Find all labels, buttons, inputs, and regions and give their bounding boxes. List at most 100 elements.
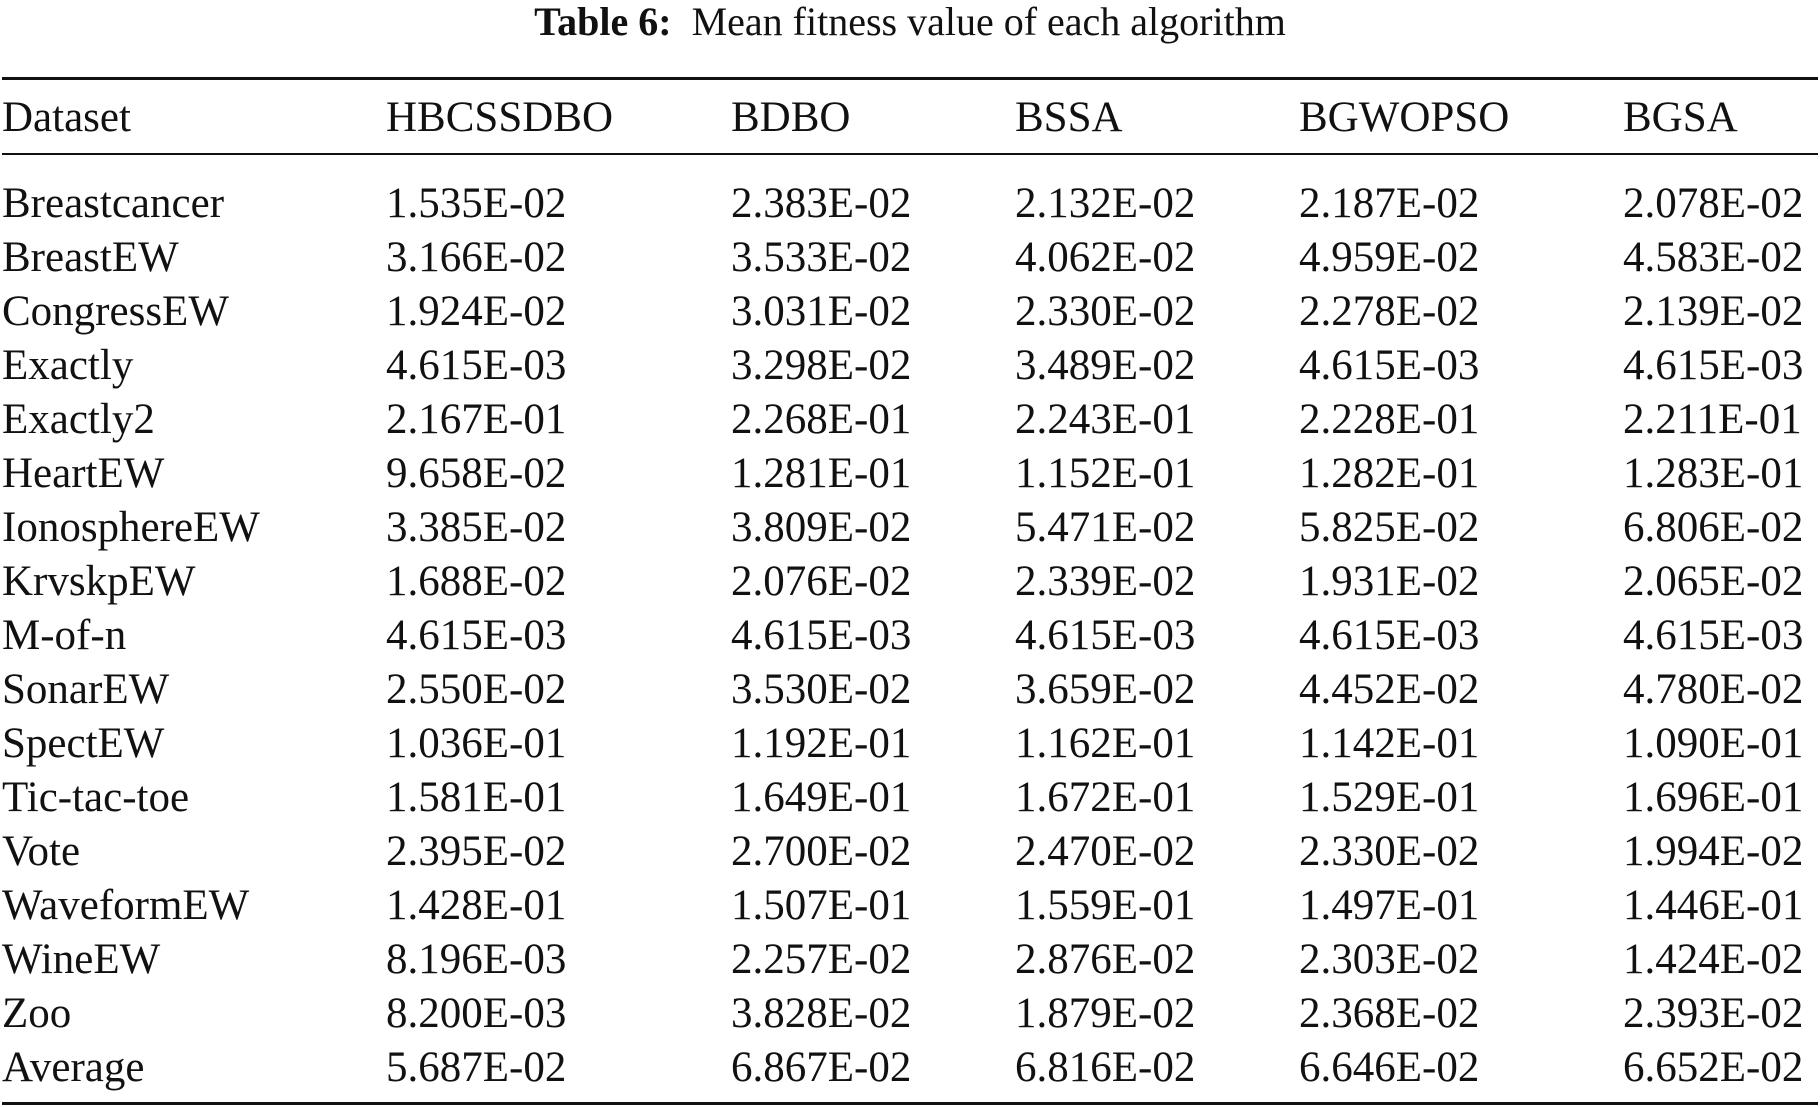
fitness-value-cell: 1.581E-01: [386, 773, 567, 821]
dataset-cell: Tic-tac-toe: [2, 773, 190, 821]
fitness-value-cell: 2.228E-01: [1299, 395, 1480, 443]
fitness-value-cell: 1.446E-01: [1623, 881, 1804, 929]
fitness-value-cell: 3.031E-02: [731, 287, 912, 335]
fitness-value-cell: 1.559E-01: [1015, 881, 1196, 929]
column-header: BGWOPSO: [1299, 93, 1510, 141]
fitness-value-cell: 2.700E-02: [731, 827, 912, 875]
fitness-value-cell: 2.330E-02: [1015, 287, 1196, 335]
dataset-cell: HeartEW: [2, 449, 165, 497]
fitness-value-cell: 4.959E-02: [1299, 233, 1480, 281]
fitness-value-cell: 6.646E-02: [1299, 1043, 1480, 1091]
fitness-value-cell: 1.688E-02: [386, 557, 567, 605]
table-caption-label: Table 6:: [534, 0, 672, 44]
fitness-value-cell: 1.931E-02: [1299, 557, 1480, 605]
fitness-value-cell: 2.550E-02: [386, 665, 567, 713]
fitness-value-cell: 4.615E-03: [731, 611, 912, 659]
table-row: M-of-n 4.615E-03 4.615E-03 4.615E-03 4.615E-…: [2, 608, 1818, 662]
fitness-value-cell: 3.298E-02: [731, 341, 912, 389]
fitness-value-cell: 2.167E-01: [386, 395, 567, 443]
fitness-value-cell: 4.615E-03: [1015, 611, 1196, 659]
column-header: BDBO: [731, 93, 851, 141]
table-row: Tic-tac-toe 1.581E-01 1.649E-01 1.672E-01 1.…: [2, 770, 1818, 824]
table-row: WineEW 8.196E-03 2.257E-02 2.876E-02 2.303E-…: [2, 932, 1818, 986]
fitness-value-cell: 1.424E-02: [1623, 935, 1804, 983]
dataset-cell: CongressEW: [2, 287, 229, 335]
fitness-value-cell: 3.809E-02: [731, 503, 912, 551]
fitness-value-cell: 1.142E-01: [1299, 719, 1480, 767]
fitness-value-cell: 1.924E-02: [386, 287, 567, 335]
fitness-value-cell: 6.652E-02: [1623, 1043, 1804, 1091]
fitness-value-cell: 4.615E-03: [386, 341, 567, 389]
fitness-value-cell: 6.806E-02: [1623, 503, 1804, 551]
fitness-value-cell: 2.383E-02: [731, 179, 912, 227]
fitness-value-cell: 1.192E-01: [731, 719, 912, 767]
fitness-value-cell: 2.393E-02: [1623, 989, 1804, 1037]
fitness-value-cell: 4.615E-03: [1623, 341, 1804, 389]
dataset-cell: Breastcancer: [2, 179, 225, 227]
fitness-value-cell: 2.211E-01: [1623, 395, 1802, 443]
table-row: KrvskpEW 1.688E-02 2.076E-02 2.339E-02 1.931…: [2, 554, 1818, 608]
dataset-cell: Exactly2: [2, 395, 155, 443]
fitness-value-cell: 1.281E-01: [731, 449, 912, 497]
dataset-cell: M-of-n: [2, 611, 127, 659]
dataset-cell: Average: [2, 1043, 145, 1091]
column-header: HBCSSDBO: [386, 93, 614, 141]
fitness-value-cell: 1.036E-01: [386, 719, 567, 767]
fitness-value-cell: 2.268E-01: [731, 395, 912, 443]
table-caption-text: Mean fitness value of each algorithm: [691, 0, 1286, 44]
dataset-cell: Exactly: [2, 341, 134, 389]
column-header: Dataset: [2, 93, 131, 141]
fitness-value-cell: 5.825E-02: [1299, 503, 1480, 551]
fitness-value-cell: 4.062E-02: [1015, 233, 1196, 281]
fitness-value-cell: 6.816E-02: [1015, 1043, 1196, 1091]
fitness-value-cell: 2.368E-02: [1299, 989, 1480, 1037]
fitness-value-cell: 2.303E-02: [1299, 935, 1480, 983]
fitness-value-cell: 8.196E-03: [386, 935, 567, 983]
fitness-value-cell: 2.278E-02: [1299, 287, 1480, 335]
fitness-value-cell: 3.533E-02: [731, 233, 912, 281]
fitness-value-cell: 5.471E-02: [1015, 503, 1196, 551]
dataset-cell: Vote: [2, 827, 81, 875]
column-header: BSSA: [1015, 93, 1123, 141]
fitness-value-cell: 2.078E-02: [1623, 179, 1804, 227]
fitness-value-cell: 3.659E-02: [1015, 665, 1196, 713]
fitness-value-cell: 1.535E-02: [386, 179, 567, 227]
fitness-value-cell: 2.132E-02: [1015, 179, 1196, 227]
fitness-value-cell: 5.687E-02: [386, 1043, 567, 1091]
fitness-value-cell: 1.162E-01: [1015, 719, 1196, 767]
fitness-value-cell: 8.200E-03: [386, 989, 567, 1037]
fitness-value-cell: 2.876E-02: [1015, 935, 1196, 983]
fitness-value-cell: 1.994E-02: [1623, 827, 1804, 875]
table-row: IonosphereEW 3.385E-02 3.809E-02 5.471E-02 5…: [2, 500, 1818, 554]
dataset-cell: KrvskpEW: [2, 557, 196, 605]
fitness-value-cell: 1.696E-01: [1623, 773, 1804, 821]
fitness-value-cell: 2.187E-02: [1299, 179, 1480, 227]
fitness-value-cell: 1.428E-01: [386, 881, 567, 929]
fitness-value-cell: 4.615E-03: [1299, 611, 1480, 659]
results-table: Dataset HBCSSDBO BDBO BSSA BGWOPSO BGSA …: [2, 80, 1818, 1094]
table-row: HeartEW 9.658E-02 1.281E-01 1.152E-01 1.282E…: [2, 446, 1818, 500]
dataset-cell: SonarEW: [2, 665, 170, 713]
dataset-cell: BreastEW: [2, 233, 179, 281]
table-row: WaveformEW 1.428E-01 1.507E-01 1.559E-01 1.4…: [2, 878, 1818, 932]
dataset-cell: WaveformEW: [2, 881, 250, 929]
fitness-value-cell: 6.867E-02: [731, 1043, 912, 1091]
table-row: Vote 2.395E-02 2.700E-02 2.470E-02 2.330E-02…: [2, 824, 1818, 878]
table-row: Exactly2 2.167E-01 2.268E-01 2.243E-01 2.228…: [2, 392, 1818, 446]
dataset-cell: SpectEW: [2, 719, 165, 767]
fitness-value-cell: 1.152E-01: [1015, 449, 1196, 497]
fitness-value-cell: 2.065E-02: [1623, 557, 1804, 605]
fitness-value-cell: 2.339E-02: [1015, 557, 1196, 605]
table-row: Average 5.687E-02 6.867E-02 6.816E-02 6.646E…: [2, 1040, 1818, 1094]
dataset-cell: WineEW: [2, 935, 161, 983]
fitness-value-cell: 1.283E-01: [1623, 449, 1804, 497]
fitness-value-cell: 1.879E-02: [1015, 989, 1196, 1037]
fitness-value-cell: 2.395E-02: [386, 827, 567, 875]
dataset-cell: Zoo: [2, 989, 72, 1037]
table-row: Exactly 4.615E-03 3.298E-02 3.489E-02 4.615E…: [2, 338, 1818, 392]
fitness-value-cell: 1.507E-01: [731, 881, 912, 929]
table-row: Zoo 8.200E-03 3.828E-02 1.879E-02 2.368E-02 2…: [2, 986, 1818, 1040]
fitness-value-cell: 3.166E-02: [386, 233, 567, 281]
table-top-rule: [2, 77, 1818, 80]
fitness-value-cell: 1.529E-01: [1299, 773, 1480, 821]
